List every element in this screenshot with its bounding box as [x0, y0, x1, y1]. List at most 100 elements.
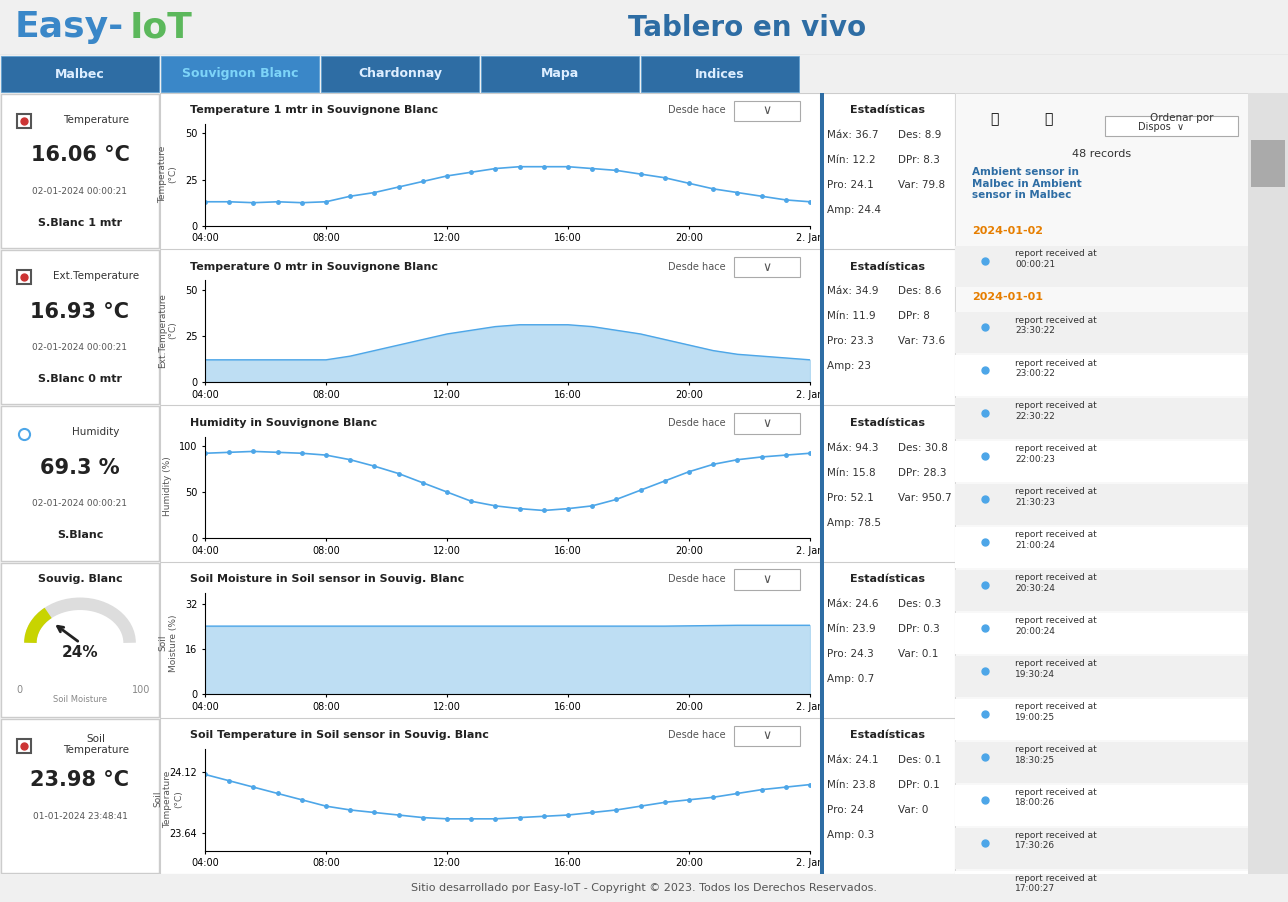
- Text: Amp: 0.7: Amp: 0.7: [827, 674, 875, 684]
- Text: 02-01-2024 00:00:21: 02-01-2024 00:00:21: [32, 343, 128, 352]
- Text: Des: 8.9: Des: 8.9: [898, 130, 942, 140]
- Text: 🔍: 🔍: [990, 113, 999, 126]
- Text: Mapa: Mapa: [541, 68, 580, 80]
- Text: report received at
20:30:24: report received at 20:30:24: [1015, 574, 1096, 593]
- Text: 🔔: 🔔: [1045, 113, 1052, 126]
- Text: 2024-01-02: 2024-01-02: [971, 226, 1043, 235]
- FancyBboxPatch shape: [160, 718, 820, 874]
- Text: 01-01-2024 23:48:41: 01-01-2024 23:48:41: [32, 812, 128, 821]
- FancyBboxPatch shape: [954, 528, 1248, 568]
- Text: Var: 0.1: Var: 0.1: [898, 649, 939, 658]
- Text: DPr: 8.3: DPr: 8.3: [898, 155, 940, 165]
- FancyBboxPatch shape: [1, 250, 158, 404]
- Text: ∨: ∨: [762, 105, 772, 117]
- Text: Souvig. Blanc: Souvig. Blanc: [37, 574, 122, 584]
- FancyBboxPatch shape: [820, 249, 824, 405]
- Text: Desde hace: Desde hace: [668, 106, 726, 115]
- FancyBboxPatch shape: [1, 407, 158, 561]
- Text: Var: 73.6: Var: 73.6: [898, 336, 945, 346]
- Text: report received at
19:30:24: report received at 19:30:24: [1015, 659, 1096, 678]
- Text: Mín: 15.8: Mín: 15.8: [827, 467, 876, 477]
- FancyBboxPatch shape: [954, 399, 1248, 439]
- Text: Mín: 11.9: Mín: 11.9: [827, 311, 876, 321]
- FancyBboxPatch shape: [820, 405, 824, 562]
- Text: Ordenar por: Ordenar por: [1150, 113, 1213, 123]
- Text: DPr: 0.3: DPr: 0.3: [898, 624, 940, 634]
- FancyBboxPatch shape: [820, 93, 954, 249]
- Text: Desde hace: Desde hace: [668, 262, 726, 272]
- Text: ∨: ∨: [762, 261, 772, 273]
- Text: Soil Moisture in Soil sensor in Souvig. Blanc: Soil Moisture in Soil sensor in Souvig. …: [191, 574, 464, 584]
- Text: Des: 0.1: Des: 0.1: [898, 755, 942, 765]
- FancyBboxPatch shape: [820, 405, 954, 562]
- Text: Var: 950.7: Var: 950.7: [898, 492, 952, 502]
- Text: Var: 0: Var: 0: [898, 805, 929, 815]
- FancyBboxPatch shape: [954, 93, 1248, 874]
- FancyBboxPatch shape: [160, 249, 820, 405]
- Text: 16.93 °C: 16.93 °C: [31, 301, 130, 322]
- FancyBboxPatch shape: [1, 563, 158, 717]
- Text: DPr: 28.3: DPr: 28.3: [898, 467, 947, 477]
- Text: Temperature 1 mtr in Souvignone Blanc: Temperature 1 mtr in Souvignone Blanc: [191, 106, 438, 115]
- FancyBboxPatch shape: [734, 569, 800, 590]
- FancyBboxPatch shape: [954, 570, 1248, 611]
- Text: Pro: 23.3: Pro: 23.3: [827, 336, 873, 346]
- Text: ∨: ∨: [762, 417, 772, 430]
- Text: Desde hace: Desde hace: [668, 731, 726, 741]
- Text: Estadísticas: Estadísticas: [850, 262, 925, 272]
- FancyBboxPatch shape: [954, 355, 1248, 396]
- Text: Desde hace: Desde hace: [668, 418, 726, 428]
- Text: report received at
18:30:25: report received at 18:30:25: [1015, 745, 1096, 765]
- Text: Desde hace: Desde hace: [668, 574, 726, 584]
- Text: Tablero en vivo: Tablero en vivo: [629, 14, 866, 41]
- Text: 23.98 °C: 23.98 °C: [31, 770, 130, 790]
- Text: Pro: 24.1: Pro: 24.1: [827, 180, 873, 190]
- FancyBboxPatch shape: [954, 246, 1248, 287]
- FancyBboxPatch shape: [954, 699, 1248, 740]
- Text: report received at
19:00:25: report received at 19:00:25: [1015, 702, 1096, 722]
- Text: Pro: 24.3: Pro: 24.3: [827, 649, 873, 658]
- Text: Máx: 36.7: Máx: 36.7: [827, 130, 878, 140]
- Text: report received at
21:00:24: report received at 21:00:24: [1015, 530, 1096, 549]
- FancyBboxPatch shape: [954, 785, 1248, 825]
- Text: report received at
18:00:26: report received at 18:00:26: [1015, 788, 1096, 807]
- Text: Temperature: Temperature: [63, 115, 129, 124]
- Text: 02-01-2024 00:00:21: 02-01-2024 00:00:21: [32, 500, 128, 509]
- FancyBboxPatch shape: [820, 718, 954, 874]
- Text: IoT: IoT: [130, 11, 193, 44]
- FancyBboxPatch shape: [321, 56, 479, 92]
- FancyBboxPatch shape: [954, 484, 1248, 525]
- Text: 69.3 %: 69.3 %: [40, 458, 120, 478]
- FancyBboxPatch shape: [1105, 116, 1238, 136]
- Text: Humidity in Souvignone Blanc: Humidity in Souvignone Blanc: [191, 418, 377, 428]
- Text: Ambient sensor in
Malbec in Ambient
sensor in Malbec: Ambient sensor in Malbec in Ambient sens…: [971, 167, 1082, 200]
- Text: Soil Temperature in Soil sensor in Souvig. Blanc: Soil Temperature in Soil sensor in Souvi…: [191, 731, 489, 741]
- Text: Souvignon Blanc: Souvignon Blanc: [182, 68, 299, 80]
- Text: report received at
22:30:22: report received at 22:30:22: [1015, 401, 1096, 421]
- Text: Estadísticas: Estadísticas: [850, 106, 925, 115]
- FancyBboxPatch shape: [954, 613, 1248, 654]
- FancyBboxPatch shape: [480, 56, 639, 92]
- Text: report received at
17:30:26: report received at 17:30:26: [1015, 831, 1096, 851]
- Text: Estadísticas: Estadísticas: [850, 731, 925, 741]
- Text: Estadísticas: Estadísticas: [850, 418, 925, 428]
- Text: Amp: 0.3: Amp: 0.3: [827, 830, 875, 840]
- Text: Soil
Moisture (%): Soil Moisture (%): [158, 614, 178, 672]
- FancyBboxPatch shape: [820, 562, 954, 718]
- Text: Amp: 78.5: Amp: 78.5: [827, 518, 881, 528]
- Text: ∨: ∨: [762, 573, 772, 586]
- Text: Indices: Indices: [696, 68, 744, 80]
- Text: Humidity: Humidity: [72, 427, 120, 437]
- Text: 24%: 24%: [62, 645, 98, 659]
- Text: Estadísticas: Estadísticas: [850, 574, 925, 584]
- Text: report received at
20:00:24: report received at 20:00:24: [1015, 616, 1096, 636]
- Text: Soil Moisture: Soil Moisture: [53, 695, 107, 704]
- Text: report received at
23:30:22: report received at 23:30:22: [1015, 316, 1096, 335]
- FancyBboxPatch shape: [954, 441, 1248, 482]
- Text: report received at
23:00:22: report received at 23:00:22: [1015, 358, 1096, 378]
- Text: Ext.Temperature: Ext.Temperature: [53, 271, 139, 281]
- Text: 16.06 °C: 16.06 °C: [31, 145, 129, 165]
- Text: Pro: 52.1: Pro: 52.1: [827, 492, 873, 502]
- FancyBboxPatch shape: [1248, 93, 1288, 874]
- Text: 48 records: 48 records: [1072, 149, 1131, 160]
